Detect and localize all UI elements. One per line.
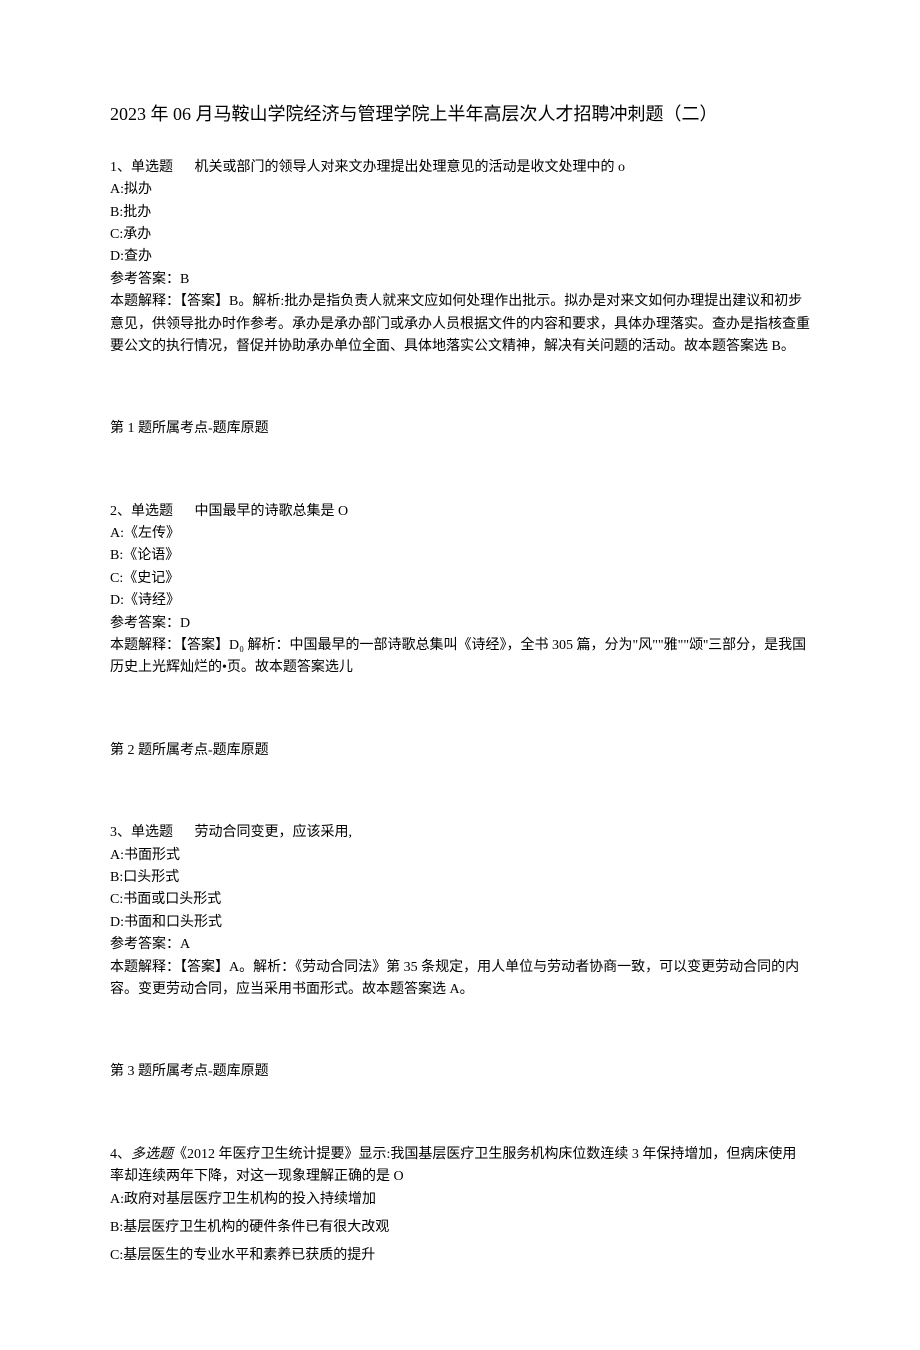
page-title: 2023 年 06 月马鞍山学院经济与管理学院上半年高层次人才招聘冲刺题（二） — [110, 100, 810, 129]
q1-explain: 本题解释：【答案】B。解析:批办是指负责人就来文应如何处理作出批示。拟办是对来文… — [110, 291, 810, 358]
q1-answer-label: 参考答案： — [110, 272, 180, 287]
q1-option-a: A:拟办 — [110, 179, 810, 201]
q1-type: 单选题 — [131, 160, 173, 175]
q1-options: A:拟办 B:批办 C:承办 D:查办 — [110, 179, 810, 269]
q2-options: A:《左传》 B:《论语》 C:《史记》 D:《诗经》 — [110, 523, 810, 613]
q3-stem: 劳动合同变更，应该采用, — [195, 825, 353, 840]
q4-option-a: A:政府对基层医疗卫生机构的投入持续增加 — [110, 1189, 810, 1211]
q4-num: 4、 — [110, 1147, 131, 1162]
q1-stem: 机关或部门的领导人对来文办理提出处理意见的活动是收文处理中的 o — [195, 160, 626, 175]
q2-answer: D — [180, 616, 190, 631]
q1-option-d: D:查办 — [110, 246, 810, 268]
q1-option-b: B:批办 — [110, 202, 810, 224]
q1-option-c: C:承办 — [110, 224, 810, 246]
q4-option-b: B:基层医疗卫生机构的硬件条件已有很大改观 — [110, 1217, 810, 1239]
q4-options: A:政府对基层医疗卫生机构的投入持续增加 B:基层医疗卫生机构的硬件条件已有很大… — [110, 1189, 810, 1268]
question-1: 1、单选题 机关或部门的领导人对来文办理提出处理意见的活动是收文处理中的 o A… — [110, 157, 810, 359]
q3-answer: A — [180, 937, 190, 952]
q1-num: 1、 — [110, 160, 131, 175]
q2-topic: 第 2 题所属考点-题库原题 — [110, 740, 810, 762]
question-3: 3、单选题 劳动合同变更，应该采用, A:书面形式 B:口头形式 C:书面或口头… — [110, 822, 810, 1001]
q2-answer-label: 参考答案： — [110, 616, 180, 631]
question-4: 4、多选题《2012 年医疗卫生统计提要》显示:我国基层医疗卫生服务机构床位数连… — [110, 1144, 810, 1268]
q4-option-c: C:基层医生的专业水平和素养已获质的提升 — [110, 1245, 810, 1267]
q3-option-a: A:书面形式 — [110, 845, 810, 867]
q4-stem: 《2012 年医疗卫生统计提要》显示:我国基层医疗卫生服务机构床位数连续 3 年… — [110, 1147, 796, 1184]
q3-type: 单选题 — [131, 825, 173, 840]
q1-answer: B — [180, 272, 189, 287]
question-2: 2、单选题 中国最早的诗歌总集是 O A:《左传》 B:《论语》 C:《史记》 … — [110, 501, 810, 680]
q3-topic: 第 3 题所属考点-题库原题 — [110, 1061, 810, 1083]
q1-topic: 第 1 题所属考点-题库原题 — [110, 418, 810, 440]
q2-num: 2、 — [110, 504, 131, 519]
q2-option-d: D:《诗经》 — [110, 590, 810, 612]
q3-option-d: D:书面和口头形式 — [110, 912, 810, 934]
q3-option-c: C:书面或口头形式 — [110, 889, 810, 911]
q2-type: 单选题 — [131, 504, 173, 519]
q3-option-b: B:口头形式 — [110, 867, 810, 889]
q3-options: A:书面形式 B:口头形式 C:书面或口头形式 D:书面和口头形式 — [110, 845, 810, 935]
q2-option-a: A:《左传》 — [110, 523, 810, 545]
q2-option-b: B:《论语》 — [110, 545, 810, 567]
q2-option-c: C:《史记》 — [110, 568, 810, 590]
q3-explain: 本题解释：【答案】A。解析：《劳动合同法》第 35 条规定，用人单位与劳动者协商… — [110, 957, 810, 1002]
q3-answer-label: 参考答案： — [110, 937, 180, 952]
q4-type: 多选题 — [131, 1147, 173, 1162]
q3-num: 3、 — [110, 825, 131, 840]
q2-stem: 中国最早的诗歌总集是 O — [195, 504, 349, 519]
q2-explain: 本题解释：【答案】D₀ 解析：中国最早的一部诗歌总集叫《诗经》，全书 305 篇… — [110, 635, 810, 680]
